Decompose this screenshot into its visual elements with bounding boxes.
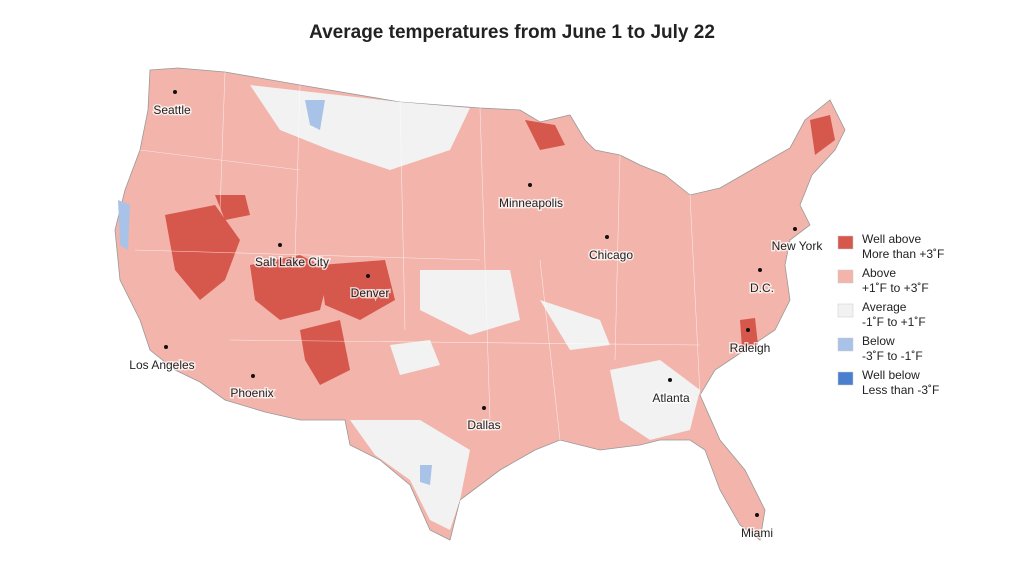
city-label: Seattle xyxy=(153,103,191,117)
us-map xyxy=(114,67,846,541)
city-dot xyxy=(758,268,762,272)
average-areas xyxy=(250,85,700,530)
city-dot xyxy=(668,378,672,382)
legend-label: Average xyxy=(862,300,907,314)
city-dot xyxy=(755,513,759,517)
city-dot xyxy=(251,374,255,378)
legend-swatch xyxy=(837,303,854,318)
city-label: Minneapolis xyxy=(499,196,563,210)
legend-range: More than +3˚F xyxy=(862,247,944,261)
city-label: Dallas xyxy=(467,418,500,432)
city-label: Los Angeles xyxy=(129,358,194,372)
city-label: New York xyxy=(772,239,824,253)
city-label: Phoenix xyxy=(230,386,273,400)
legend-swatch xyxy=(837,269,854,284)
city-label: Atlanta xyxy=(652,391,690,405)
legend-label: Well below xyxy=(862,368,920,382)
legend-swatch xyxy=(837,337,854,352)
legend-label: Above xyxy=(862,266,896,280)
city-dot xyxy=(173,90,177,94)
legend-range: -1˚F to +1˚F xyxy=(862,315,926,329)
well-above-areas xyxy=(165,115,835,385)
legend-range: -3˚F to -1˚F xyxy=(862,349,923,363)
legend-label: Below xyxy=(862,334,895,348)
below-areas xyxy=(118,100,432,485)
city-label: D.C. xyxy=(750,281,774,295)
city-dot xyxy=(528,183,532,187)
legend-range: Less than -3˚F xyxy=(862,383,939,397)
city-label: Denver xyxy=(351,286,390,300)
city-layer: Seattle Minneapolis Chicago New York D.C. Sal… xyxy=(128,90,825,542)
city-dot xyxy=(366,274,370,278)
city-label: Miami xyxy=(741,526,773,540)
city-dot xyxy=(746,328,750,332)
city-dot xyxy=(793,227,797,231)
map-title: Average temperatures from June 1 to July… xyxy=(309,22,715,43)
city-dot xyxy=(278,243,282,247)
city-label: Raleigh xyxy=(730,341,771,355)
city-label: Chicago xyxy=(589,248,633,262)
city-dot xyxy=(164,345,168,349)
legend-swatch xyxy=(837,235,854,250)
state-borders xyxy=(134,71,701,441)
city-dot xyxy=(482,406,486,410)
legend-range: +1˚F to +3˚F xyxy=(862,281,929,295)
legend-swatch xyxy=(837,371,854,386)
city-label: Salt Lake City xyxy=(255,255,329,269)
legend-label: Well above xyxy=(862,232,921,246)
city-dot xyxy=(605,235,609,239)
